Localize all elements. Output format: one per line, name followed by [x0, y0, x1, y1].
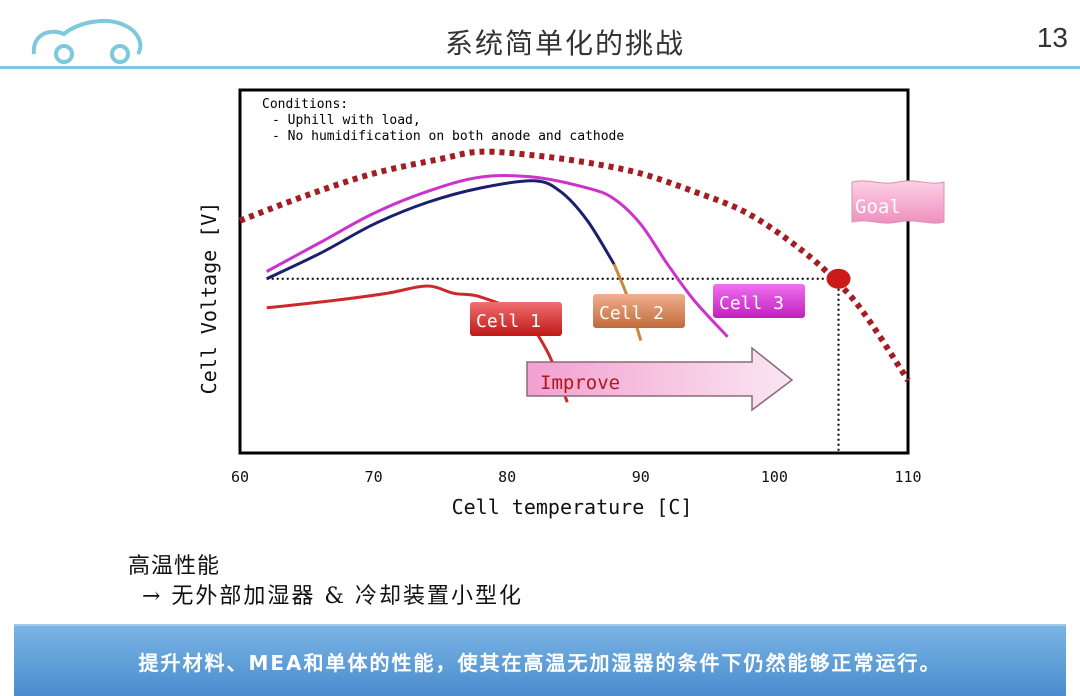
bullet-detail: → 无外部加湿器 & 冷却装置小型化 — [142, 584, 523, 609]
cell1-label-text: Cell 1 — [476, 311, 541, 332]
banner-text: 提升材料、MEA和单体的性能，使其在高温无加湿器的条件下仍然能够正常运行。 — [138, 650, 942, 675]
x-axis-ticks: 60 70 80 90 100 110 — [231, 468, 922, 486]
conditions-line-1: - Uphill with load, — [272, 113, 421, 128]
y-axis-label: Cell Voltage [V] — [197, 202, 221, 395]
x-tick-label: 90 — [632, 468, 650, 486]
series-line-1 — [266, 284, 569, 403]
car-logo-icon — [31, 18, 143, 64]
bullet-heading: 高温性能 — [128, 554, 221, 579]
goal-flag: Goal — [851, 180, 945, 224]
goal-label: Goal — [855, 196, 901, 218]
voltage-temperature-chart: Conditions: - Uphill with load, - No hum… — [197, 88, 945, 519]
cell2-label-text: Cell 2 — [599, 303, 664, 324]
cell2-label: Cell 2 — [593, 294, 685, 328]
summary-banner: 提升材料、MEA和单体的性能，使其在高温无加湿器的条件下仍然能够正常运行。 — [14, 624, 1066, 696]
series-layer — [238, 148, 911, 453]
improve-label: Improve — [540, 372, 620, 394]
cell3-label-text: Cell 3 — [719, 293, 784, 314]
x-tick-label: 80 — [498, 468, 516, 486]
conditions-line-2: - No humidification on both anode and ca… — [272, 129, 624, 144]
conditions-note: Conditions: - Uphill with load, - No hum… — [262, 97, 624, 144]
cell1-label: Cell 1 — [470, 302, 562, 336]
x-axis-label: Cell temperature [C] — [452, 495, 693, 519]
cell3-label: Cell 3 — [713, 284, 805, 318]
conditions-title: Conditions: — [262, 97, 348, 112]
series-line-2 — [266, 179, 616, 281]
series-line-4 — [265, 174, 729, 338]
title-divider — [0, 66, 1080, 69]
slide-title: 系统简单化的挑战 — [444, 27, 685, 60]
x-tick-label: 60 — [231, 468, 249, 486]
improve-arrow: Improve — [526, 346, 794, 412]
x-tick-label: 70 — [365, 468, 383, 486]
x-tick-label: 110 — [894, 468, 921, 486]
x-tick-label: 100 — [761, 468, 788, 486]
goal-point — [826, 268, 851, 289]
plot-frame — [238, 88, 910, 455]
page-number: 13 — [1036, 22, 1068, 53]
